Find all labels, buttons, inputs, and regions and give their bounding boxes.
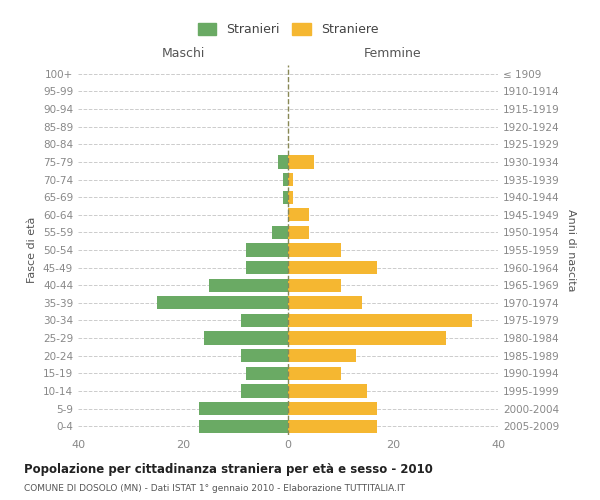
Bar: [288, 278, 341, 292]
Bar: [288, 226, 309, 239]
Bar: [288, 296, 361, 310]
Bar: [288, 332, 445, 344]
Bar: [288, 402, 377, 415]
Text: Maschi: Maschi: [161, 46, 205, 60]
Y-axis label: Fasce di età: Fasce di età: [28, 217, 37, 283]
Bar: [288, 366, 341, 380]
Y-axis label: Anni di nascita: Anni di nascita: [566, 209, 576, 291]
Bar: [288, 349, 356, 362]
Bar: [288, 261, 377, 274]
Bar: [241, 314, 288, 327]
Bar: [272, 226, 288, 239]
Bar: [157, 296, 288, 310]
Text: Popolazione per cittadinanza straniera per età e sesso - 2010: Popolazione per cittadinanza straniera p…: [24, 462, 433, 475]
Bar: [277, 156, 288, 168]
Bar: [241, 384, 288, 398]
Bar: [241, 349, 288, 362]
Bar: [199, 420, 288, 433]
Bar: [288, 190, 293, 204]
Bar: [288, 384, 367, 398]
Bar: [288, 173, 293, 186]
Bar: [199, 402, 288, 415]
Bar: [288, 420, 377, 433]
Bar: [283, 190, 288, 204]
Bar: [288, 208, 309, 222]
Bar: [288, 314, 472, 327]
Text: Femmine: Femmine: [364, 46, 422, 60]
Bar: [283, 173, 288, 186]
Bar: [209, 278, 288, 292]
Bar: [204, 332, 288, 344]
Bar: [246, 261, 288, 274]
Text: COMUNE DI DOSOLO (MN) - Dati ISTAT 1° gennaio 2010 - Elaborazione TUTTITALIA.IT: COMUNE DI DOSOLO (MN) - Dati ISTAT 1° ge…: [24, 484, 405, 493]
Bar: [246, 366, 288, 380]
Bar: [288, 156, 314, 168]
Bar: [288, 244, 341, 256]
Legend: Stranieri, Straniere: Stranieri, Straniere: [194, 20, 382, 40]
Bar: [246, 244, 288, 256]
